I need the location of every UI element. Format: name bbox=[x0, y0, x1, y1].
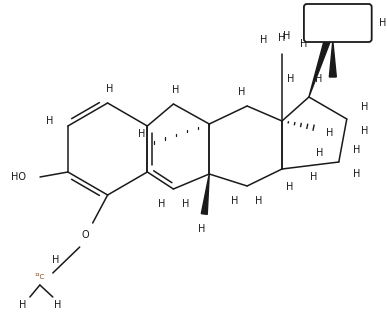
Text: O: O bbox=[82, 230, 89, 240]
Text: H: H bbox=[106, 84, 113, 94]
Text: H: H bbox=[310, 172, 318, 182]
Polygon shape bbox=[201, 174, 209, 214]
Text: H: H bbox=[353, 169, 360, 179]
Text: H: H bbox=[198, 224, 205, 234]
Text: H: H bbox=[231, 196, 239, 206]
Text: H: H bbox=[182, 199, 189, 209]
Polygon shape bbox=[329, 41, 336, 77]
Text: H: H bbox=[361, 126, 368, 136]
Text: H: H bbox=[260, 35, 268, 45]
Text: H: H bbox=[238, 87, 246, 97]
Text: H: H bbox=[255, 196, 263, 206]
Text: H: H bbox=[278, 33, 286, 43]
Text: H: H bbox=[379, 18, 386, 28]
Text: H: H bbox=[353, 145, 360, 155]
Polygon shape bbox=[309, 41, 330, 97]
Text: H: H bbox=[46, 116, 54, 126]
Text: H: H bbox=[172, 85, 179, 95]
Text: ¹³C: ¹³C bbox=[35, 274, 45, 280]
Text: H: H bbox=[300, 39, 308, 49]
Text: H: H bbox=[158, 199, 165, 209]
Text: H: H bbox=[138, 129, 145, 139]
Text: H: H bbox=[315, 74, 322, 84]
Text: H: H bbox=[326, 128, 334, 138]
Text: H: H bbox=[361, 102, 368, 112]
Text: Abs: Abs bbox=[328, 18, 348, 28]
Text: H: H bbox=[54, 300, 62, 310]
Text: H: H bbox=[287, 74, 295, 84]
FancyBboxPatch shape bbox=[304, 4, 372, 42]
Text: H: H bbox=[283, 31, 291, 41]
Text: H: H bbox=[286, 182, 294, 192]
Text: H: H bbox=[52, 255, 60, 265]
Text: HO: HO bbox=[10, 172, 26, 182]
Text: H: H bbox=[19, 300, 27, 310]
Text: H: H bbox=[316, 148, 324, 158]
